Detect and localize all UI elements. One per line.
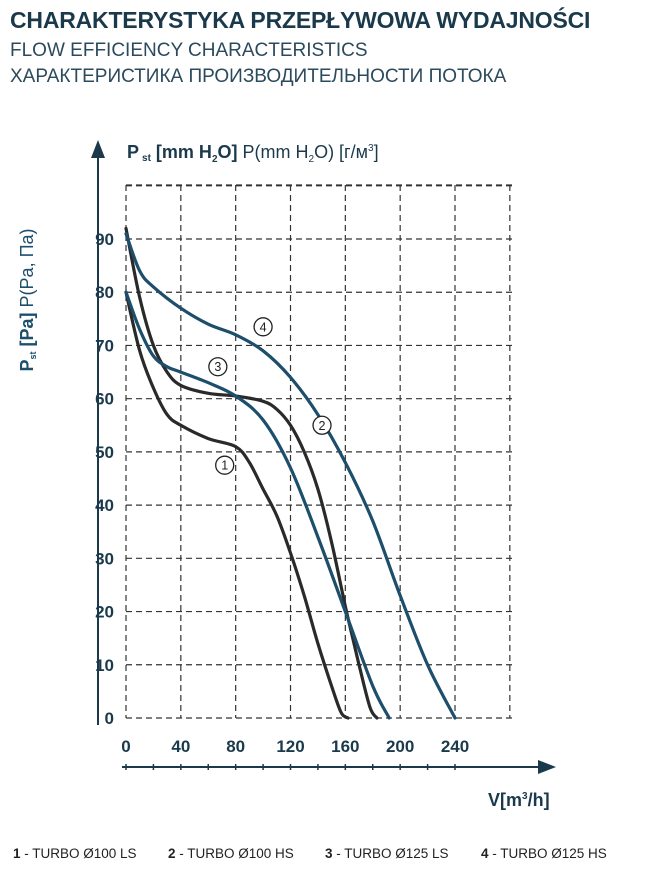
y-axis-unit: [Pa]	[17, 307, 37, 351]
x-tick-label: 80	[226, 737, 245, 756]
y-axis-label: Pst [Pa] P(Pa, Па)	[17, 228, 38, 371]
y-axis-p: P	[17, 359, 37, 371]
curve-annotations: 1 2 3 4	[208, 317, 332, 475]
top-extra-b: O) [г/м	[314, 142, 368, 162]
annotation-label-1: 1	[221, 459, 228, 473]
series-line-2	[124, 226, 379, 720]
legend-item-4: 4 - TURBO Ø125 HS	[481, 846, 607, 861]
y-axis-extra: P(Pa, Па)	[17, 228, 37, 307]
title-russian: ХАРАКТЕРИСТИКА ПРОИЗВОДИТЕЛЬНОСТИ ПОТОКА	[10, 66, 507, 87]
annotation-circle-4	[253, 317, 273, 337]
x-label-sup: 3	[522, 791, 528, 802]
x-axis-label: V[m3/h]	[488, 790, 550, 810]
legend-text: - TURBO Ø100 LS	[20, 846, 137, 861]
legend-item-2: 2 - TURBO Ø100 HS	[168, 846, 294, 861]
legend-num: 3	[325, 846, 333, 861]
x-tick-label: 200	[386, 737, 414, 756]
legend-num: 4	[481, 846, 489, 861]
x-tick-label: 240	[441, 737, 469, 756]
annotation-circle-2	[312, 415, 332, 435]
top-p: P	[127, 142, 139, 162]
series-line-4	[124, 232, 457, 720]
x-tick-label: 0	[121, 737, 130, 756]
y-axis-p-sub: st	[28, 351, 38, 359]
series-line-3	[124, 290, 391, 720]
legend-text: - TURBO Ø100 HS	[175, 846, 294, 861]
legend-num: 1	[13, 846, 21, 861]
y-tick-label: 90	[95, 230, 114, 249]
annotation-label-4: 4	[260, 320, 267, 334]
y-axis-arrow-head	[91, 140, 105, 158]
y-tick-label: 80	[95, 283, 114, 302]
y-tick-label: 70	[95, 336, 114, 355]
y-tick-label: 20	[95, 603, 114, 622]
annotation-circle-3	[208, 357, 228, 377]
top-p-sub: st	[142, 153, 152, 164]
grid	[125, 184, 512, 719]
legend: 1 - TURBO Ø100 LS 2 - TURBO Ø100 HS 3 - …	[0, 846, 648, 866]
x-label-b: /h]	[528, 790, 550, 810]
annotation-label-2: 2	[319, 419, 326, 433]
top-extra-a: P(mm H	[238, 142, 309, 162]
top-h2o-sub: 2	[212, 154, 218, 165]
x-tick-label: 160	[331, 737, 359, 756]
title-polish: CHARAKTERYSTYKA PRZEPŁYWOWA WYDAJNOŚCI	[10, 7, 591, 33]
y-tick-label: 10	[95, 656, 114, 675]
top-o: O]	[218, 142, 238, 162]
y-tick-label: 60	[95, 390, 114, 409]
top-extra-sup: 3	[368, 143, 374, 154]
y-tick-label: 50	[95, 443, 114, 462]
legend-num: 2	[168, 846, 176, 861]
series	[124, 226, 457, 720]
legend-item-1: 1 - TURBO Ø100 LS	[13, 846, 137, 861]
x-label-a: V[m	[488, 790, 522, 810]
x-tick-label: 120	[276, 737, 304, 756]
x-axis-arrow-head	[538, 760, 556, 774]
y-tick-label: 30	[95, 549, 114, 568]
y-tick-label: 40	[95, 496, 114, 515]
y-tick-label: 0	[105, 709, 114, 728]
annotation-circle-1	[215, 455, 235, 475]
x-tick-label: 40	[171, 737, 190, 756]
series-line-1	[124, 290, 350, 720]
top-main: [mm H	[151, 142, 212, 162]
tick-labels: 0 10 20 30 40 50 60 70 80 90 0 40 80 120 160 200 240	[95, 230, 469, 756]
legend-item-3: 3 - TURBO Ø125 LS	[325, 846, 449, 861]
legend-text: - TURBO Ø125 LS	[332, 846, 449, 861]
annotation-label-3: 3	[214, 360, 221, 374]
top-extra-sub: 2	[309, 154, 315, 165]
legend-text: - TURBO Ø125 HS	[488, 846, 607, 861]
title-english: FLOW EFFICIENCY CHARACTERISTICS	[10, 40, 368, 61]
top-extra-c: ]	[374, 142, 379, 162]
